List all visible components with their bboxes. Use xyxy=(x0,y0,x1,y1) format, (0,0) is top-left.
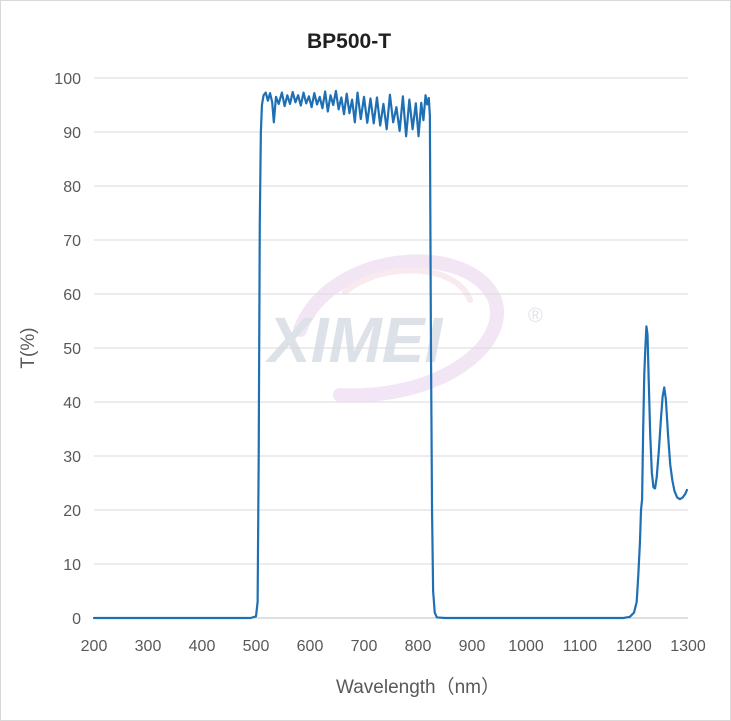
watermark-logo: XIMEI ® xyxy=(265,254,543,403)
x-tick-label-1300: 1300 xyxy=(670,638,706,655)
x-tick-label-1100: 1100 xyxy=(563,638,598,655)
watermark-swoosh-inner xyxy=(342,267,473,303)
x-tick-label-700: 700 xyxy=(351,638,378,655)
x-tick-label-600: 600 xyxy=(297,638,324,655)
gridlines xyxy=(94,77,688,565)
x-tick-label-300: 300 xyxy=(135,638,162,655)
y-tick-label-80: 80 xyxy=(63,179,81,196)
y-tick-label-30: 30 xyxy=(63,449,81,466)
y-tick-label-20: 20 xyxy=(63,503,81,520)
y-tick-label-90: 90 xyxy=(63,125,81,142)
x-tick-label-200: 200 xyxy=(81,638,108,655)
x-tick-label-800: 800 xyxy=(405,638,432,655)
y-tick-label-60: 60 xyxy=(63,287,81,304)
x-axis-title: Wavelength（nm） xyxy=(336,676,500,698)
watermark-text: XIMEI xyxy=(265,304,443,376)
x-tick-label-1200: 1200 xyxy=(616,638,652,655)
series-layer xyxy=(92,89,689,620)
y-tick-label-10: 10 xyxy=(63,557,81,574)
x-tick-label-400: 400 xyxy=(189,638,216,655)
y-tick-label-40: 40 xyxy=(63,395,81,412)
series-line-1 xyxy=(92,89,689,620)
x-tick-label-900: 900 xyxy=(459,638,486,655)
tick-labels: 0 10 20 30 40 50 60 70 80 90 100 200 300 400 500 600 700… xyxy=(54,71,706,655)
y-tick-label-70: 70 xyxy=(63,233,81,250)
y-tick-label-0: 0 xyxy=(72,611,81,628)
watermark-registered-mark: ® xyxy=(528,305,543,327)
y-tick-label-50: 50 xyxy=(63,341,81,358)
y-axis-title: T(%) xyxy=(18,327,39,368)
x-tick-label-1000: 1000 xyxy=(508,638,544,655)
chart-title: BP500-T xyxy=(307,30,391,53)
y-tick-label-100: 100 xyxy=(54,71,81,88)
watermark-swoosh xyxy=(293,254,504,403)
x-tick-label-500: 500 xyxy=(243,638,270,655)
